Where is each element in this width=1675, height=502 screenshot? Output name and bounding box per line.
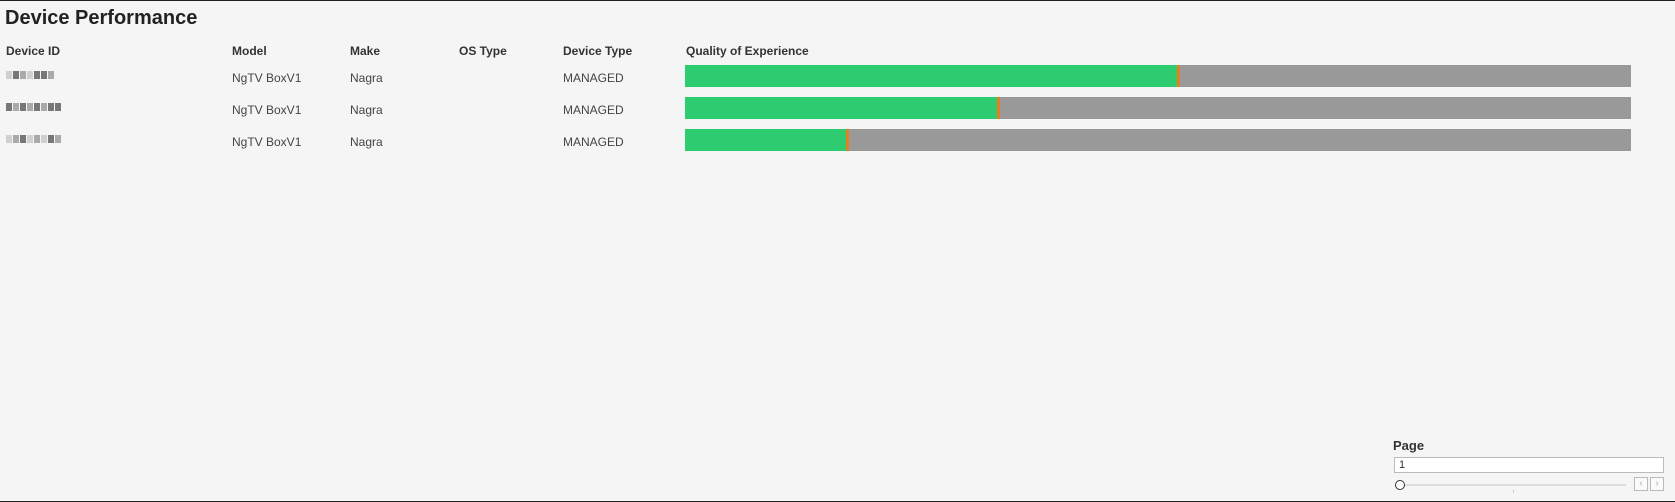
page-title: Device Performance [5,7,198,29]
header-os-type[interactable]: OS Type [459,44,507,58]
model-cell: NgTV BoxV1 [232,71,302,85]
device-id-redacted [6,135,61,143]
pager-label: Page [1393,438,1425,453]
device-id-redacted [6,71,54,79]
device-type-cell: MANAGED [563,71,624,85]
header-make[interactable]: Make [350,44,381,58]
page-slider-tick [1513,490,1514,493]
qoe-bar[interactable] [685,97,1631,119]
table-row[interactable]: NgTV BoxV1 Nagra MANAGED [0,97,1675,121]
chevron-left-icon: ‹ [1639,478,1643,489]
prev-page-button[interactable]: ‹ [1634,477,1648,491]
table-row[interactable]: NgTV BoxV1 Nagra MANAGED [0,129,1675,153]
table-row[interactable]: NgTV BoxV1 Nagra MANAGED [0,65,1675,89]
device-type-cell: MANAGED [563,135,624,149]
page-slider-knob[interactable] [1395,480,1405,490]
header-device-type[interactable]: Device Type [563,44,633,58]
chevron-right-icon: › [1655,478,1659,489]
qoe-bar[interactable] [685,129,1631,151]
qoe-marker [846,129,849,151]
qoe-marker [1177,65,1180,87]
header-model[interactable]: Model [232,44,267,58]
model-cell: NgTV BoxV1 [232,135,302,149]
model-cell: NgTV BoxV1 [232,103,302,117]
make-cell: Nagra [350,71,383,85]
page-input[interactable] [1394,457,1664,473]
qoe-good-segment [685,129,846,151]
header-qoe[interactable]: Quality of Experience [686,44,809,58]
make-cell: Nagra [350,103,383,117]
qoe-good-segment [685,65,1177,87]
make-cell: Nagra [350,135,383,149]
qoe-bar[interactable] [685,65,1631,87]
next-page-button[interactable]: › [1650,477,1664,491]
qoe-marker [997,97,1000,119]
device-type-cell: MANAGED [563,103,624,117]
qoe-good-segment [685,97,997,119]
page-slider-track[interactable] [1398,484,1626,486]
device-id-redacted [6,103,61,111]
header-device-id[interactable]: Device ID [6,44,61,58]
